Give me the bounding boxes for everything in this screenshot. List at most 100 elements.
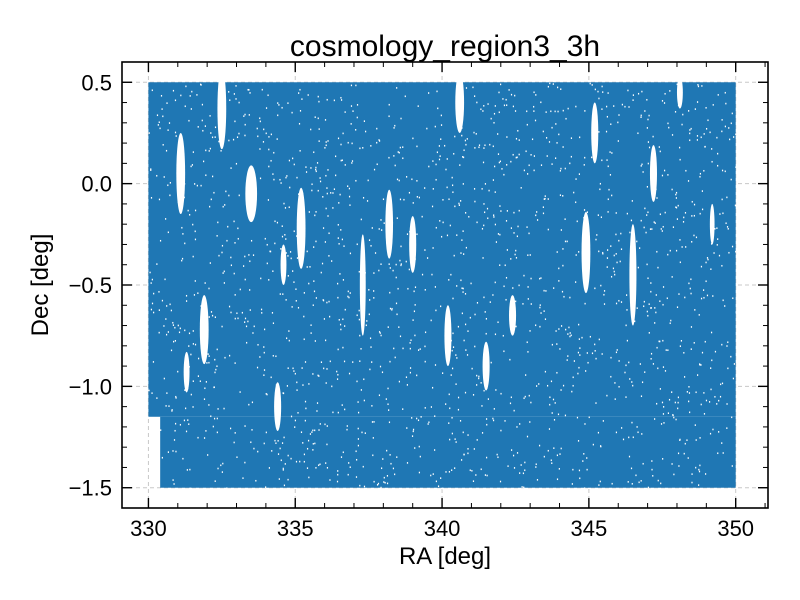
gap-speck [643,226,645,229]
gap-speck [523,487,526,490]
gap-speck [208,361,210,364]
gap-speck [539,277,541,280]
gap-speck [549,396,551,399]
gap-speck [656,402,658,405]
gap-speck [660,423,663,425]
gap-speck [229,99,231,102]
gap-speck [645,231,647,234]
gap-speck [428,92,430,94]
gap-speck [430,319,432,322]
gap-speck [503,104,506,107]
gap-speck [289,251,292,253]
gap-speck [560,88,562,91]
gap-speck [664,211,666,214]
gap-speck [583,209,586,211]
gap-speck [610,356,612,359]
gap-speck [190,108,192,110]
gap-speck [584,423,586,425]
gap-speck [457,408,460,411]
gap-speck [376,484,379,486]
gap-speck [158,331,160,334]
gap-speck [381,229,383,231]
gap-speck [187,209,189,212]
gap-speck [314,442,316,445]
gap-speck [661,100,664,102]
gap-speck [701,208,704,211]
gap-speck [513,467,516,469]
gap-speck [409,342,411,344]
gap-speck [440,477,442,479]
masked-hole [509,295,517,336]
gap-speck [557,110,559,113]
gap-speck [624,105,626,108]
gap-speck [188,332,191,335]
gap-speck [657,367,659,370]
gap-speck [229,354,231,357]
gap-speck [418,471,421,474]
gap-speck [309,433,312,435]
gap-speck [451,416,453,419]
gap-speck [693,203,696,206]
gap-speck [530,153,532,156]
gap-speck [389,267,391,269]
gap-speck [222,462,224,465]
gap-speck [424,345,426,348]
gap-speck [704,145,706,148]
gap-speck [380,486,382,489]
gap-speck [396,217,398,219]
gap-speck [594,88,596,91]
gap-speck [330,192,332,194]
gap-speck [428,165,430,168]
gap-speck [419,455,421,458]
gap-speck [275,442,277,445]
gap-speck [687,180,690,182]
gap-speck [424,407,426,409]
gap-speck [691,481,693,484]
gap-speck [639,247,641,249]
gap-speck [505,276,508,279]
masked-hole [245,165,258,223]
gap-speck [498,161,500,164]
gap-speck [436,151,438,154]
gap-speck [699,212,701,215]
gap-speck [221,325,223,328]
gap-speck [230,311,232,314]
gap-speck [361,431,363,434]
gap-speck [169,194,171,197]
gap-speck [655,311,657,314]
gap-speck [578,338,580,340]
gap-speck [389,307,392,310]
gap-speck [662,286,665,288]
gap-speck [497,153,500,155]
gap-speck [551,343,553,346]
gap-speck [524,461,526,464]
gap-speck [326,466,329,469]
gap-speck [545,111,547,113]
gap-speck [299,88,301,91]
gap-speck [214,371,216,374]
gap-speck [218,140,220,143]
gap-speck [711,359,713,362]
gap-speck [337,411,339,414]
gap-speck [232,138,235,141]
gap-speck [424,360,426,363]
gap-speck [281,106,283,109]
gap-speck [735,166,737,169]
gap-speck [462,156,465,159]
gap-speck [502,98,504,100]
gap-speck [357,427,359,430]
gap-speck [324,119,327,121]
gap-speck [716,244,718,246]
gap-speck [618,385,620,388]
gap-speck [618,360,620,362]
gap-speck [456,357,458,359]
gap-speck [701,190,703,192]
gap-speck [536,211,538,213]
gap-speck [724,125,726,128]
gap-speck [711,160,713,163]
gap-speck [400,245,402,248]
gap-speck [542,206,544,208]
gap-speck [677,204,679,207]
gap-speck [319,423,321,425]
gap-speck [207,353,209,355]
